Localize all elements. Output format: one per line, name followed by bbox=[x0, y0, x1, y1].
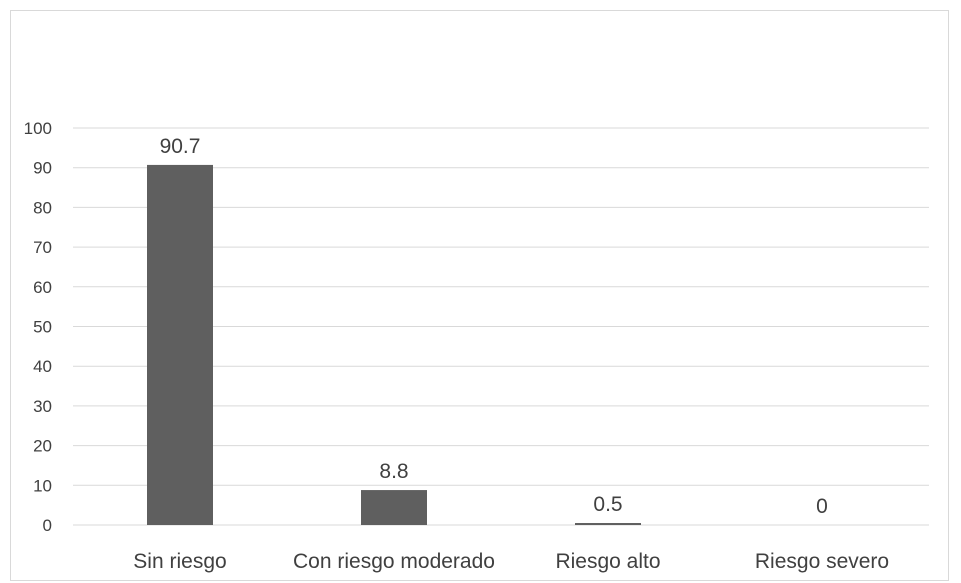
y-tick-label: 20 bbox=[33, 437, 52, 456]
data-label: 0 bbox=[816, 495, 828, 518]
bar bbox=[575, 523, 641, 525]
y-tick-label: 100 bbox=[24, 119, 52, 138]
data-label: 90.7 bbox=[160, 135, 201, 158]
bar bbox=[361, 490, 427, 525]
data-label: 8.8 bbox=[379, 460, 408, 483]
y-tick-label: 90 bbox=[33, 159, 52, 178]
y-tick-label: 40 bbox=[33, 357, 52, 376]
y-tick-label: 50 bbox=[33, 318, 52, 337]
y-tick-label: 0 bbox=[43, 516, 52, 535]
bars bbox=[147, 164, 641, 525]
bar bbox=[147, 164, 213, 525]
data-label: 0.5 bbox=[593, 493, 622, 516]
y-tick-label: 30 bbox=[33, 397, 52, 416]
gridlines bbox=[73, 127, 929, 526]
y-tick-label: 70 bbox=[33, 238, 52, 257]
x-category-label: Con riesgo moderado bbox=[293, 550, 495, 573]
y-axis-ticks: 0 10 20 30 40 50 60 70 80 90 100 bbox=[24, 119, 52, 535]
y-tick-label: 60 bbox=[33, 278, 52, 297]
data-labels: 90.7 8.8 0.5 0 bbox=[160, 135, 828, 518]
y-tick-label: 10 bbox=[33, 476, 52, 495]
y-tick-label: 80 bbox=[33, 198, 52, 217]
x-category-label: Sin riesgo bbox=[133, 550, 226, 573]
x-axis-categories: Sin riesgo Con riesgo moderado Riesgo alto… bbox=[133, 550, 889, 573]
x-category-label: Riesgo alto bbox=[555, 550, 660, 573]
x-category-label: Riesgo severo bbox=[755, 550, 889, 573]
